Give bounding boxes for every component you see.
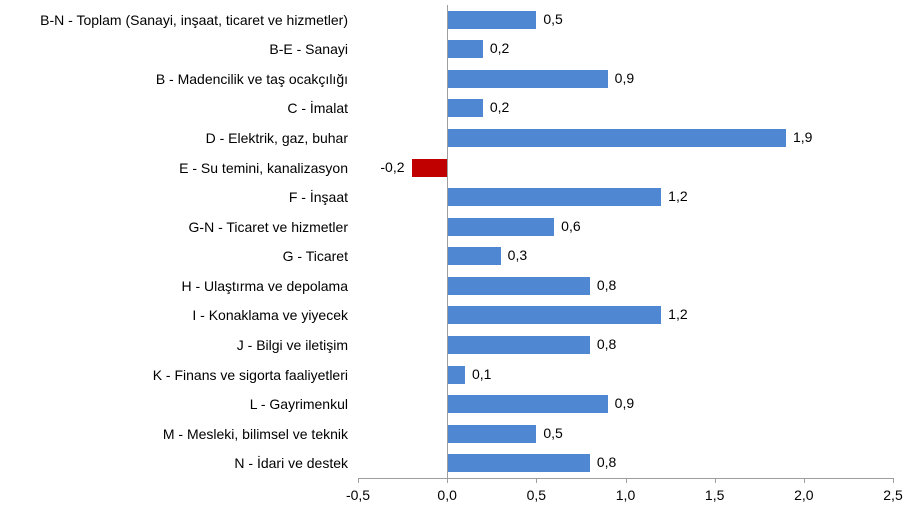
category-label: N - İdari ve destek: [234, 455, 348, 472]
value-label: 0,8: [596, 276, 617, 293]
value-label: 0,3: [507, 247, 528, 264]
positive-bar: [447, 129, 786, 148]
category-label: M - Mesleki, bilimsel ve teknik: [162, 425, 348, 442]
x-axis-tick: [536, 478, 538, 483]
category-label: G-N - Ticaret ve hizmetler: [188, 218, 348, 235]
x-axis-tick: [893, 478, 894, 483]
x-axis-tick: [447, 478, 449, 483]
x-axis-tick: [625, 478, 627, 483]
positive-bar: [447, 69, 608, 88]
value-label: 0,2: [489, 99, 510, 116]
value-label: -0,2: [380, 158, 405, 175]
value-label: 0,2: [489, 40, 510, 57]
value-label: 1,9: [793, 129, 813, 146]
category-label: L - Gayrimenkul: [249, 396, 348, 413]
positive-bar: [447, 335, 590, 354]
positive-bar: [447, 188, 662, 207]
x-axis-tick-label: -0,5: [345, 487, 371, 503]
x-axis-tick: [803, 478, 805, 483]
category-label: I - Konaklama ve yiyecek: [192, 307, 348, 324]
positive-bar: [447, 217, 555, 236]
category-label: B-N - Toplam (Sanayi, inşaat, ticaret ve…: [40, 11, 348, 28]
positive-bar: [447, 276, 590, 295]
positive-bar: [447, 247, 501, 266]
positive-bar: [447, 365, 465, 384]
positive-bar: [447, 395, 608, 414]
value-label: 0,5: [543, 424, 563, 441]
x-axis-tick: [714, 478, 716, 483]
category-label: C - İmalat: [287, 100, 348, 117]
positive-bar: [447, 306, 662, 325]
category-label: H - Ulaştırma ve depolama: [181, 277, 348, 294]
value-label: 0,6: [561, 217, 581, 234]
value-label: 0,1: [472, 365, 492, 382]
positive-bar: [447, 40, 483, 59]
category-label: J - Bilgi ve iletişim: [236, 336, 348, 353]
category-label: E - Su temini, kanalizasyon: [179, 159, 348, 176]
x-axis-tick-label: 0,0: [437, 487, 457, 503]
category-label: B-E - Sanayi: [269, 41, 348, 58]
value-label: 0,8: [596, 454, 617, 471]
x-axis-tick-label: 1,0: [615, 487, 636, 503]
x-axis-tick-label: 0,5: [526, 487, 547, 503]
negative-bar: [411, 158, 448, 177]
positive-bar: [447, 454, 590, 473]
value-label: 0,9: [614, 395, 635, 412]
x-axis-tick-label: 2,0: [794, 487, 814, 503]
positive-bar: [447, 10, 537, 29]
category-label: F - İnşaat: [288, 189, 348, 206]
positive-bar: [447, 424, 537, 443]
x-axis-tick-label: 1,5: [704, 487, 725, 503]
category-label: G - Ticaret: [282, 248, 348, 265]
positive-bar: [447, 99, 483, 118]
x-axis-tick-label: 2,5: [883, 487, 903, 503]
value-label: 0,5: [543, 10, 563, 27]
value-label: 0,9: [614, 69, 635, 86]
category-label: B - Madencilik ve taş ocakçılığı: [155, 70, 348, 87]
category-label: K - Finans ve sigorta faaliyetleri: [152, 366, 348, 383]
category-label: D - Elektrik, gaz, buhar: [205, 130, 348, 147]
value-label: 0,8: [596, 335, 617, 352]
x-axis-tick: [358, 478, 359, 483]
value-label: 1,2: [668, 188, 688, 205]
zero-axis-line: [447, 5, 449, 478]
value-label: 1,2: [668, 306, 688, 323]
